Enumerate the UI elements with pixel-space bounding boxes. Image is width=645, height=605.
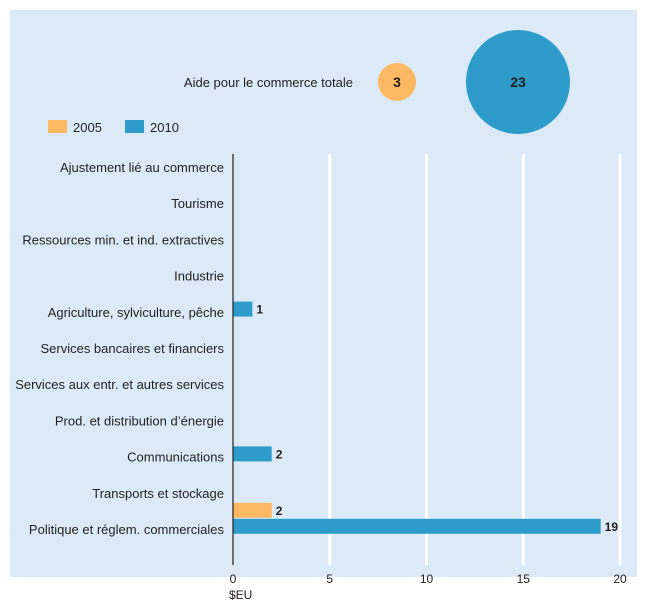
category-label: Services bancaires et financiers [40,341,224,356]
category-label: Services aux entr. et autres services [15,377,224,392]
summary-bubble-2010 [466,30,570,134]
data-label: 1 [256,303,263,317]
x-axis-label: $EU [229,588,252,602]
bar-2010 [233,518,601,534]
summary-value-2005: 3 [393,74,401,90]
category-label: Communications [127,450,224,465]
bar-2010 [233,446,272,462]
category-label: Prod. et distribution d’énergie [55,413,224,428]
summary-value-2010: 23 [510,74,526,90]
bars [233,301,601,534]
category-label: Agriculture, sylviculture, pêche [48,305,224,320]
legend-swatch-2010 [125,120,144,133]
x-tick-label: 5 [326,572,333,586]
summary-bubble-2005 [378,63,416,101]
legend-swatch-2005 [48,120,67,133]
bar-2005 [233,502,272,518]
x-tick-label: 15 [517,572,531,586]
summary-label: Aide pour le commerce totale [184,75,353,90]
x-tick-label: 20 [613,572,627,586]
category-label: Transports et stockage [92,486,224,501]
category-label: Ajustement lié au commerce [60,160,224,175]
gridlines [328,154,622,565]
data-label: 2 [276,504,283,518]
data-labels: 2 1 2 19 [256,303,618,534]
bar-2010 [233,301,253,317]
data-label: 2 [276,447,283,461]
category-label: Industrie [174,269,224,284]
x-tick-label: 10 [420,572,434,586]
category-labels: Ajustement lié au commerce Tourisme Ressou… [15,160,224,537]
category-label: Tourisme [171,196,224,211]
x-tick-labels: 0 5 10 15 20 [230,572,627,586]
legend-label-2005: 2005 [73,120,102,135]
category-label: Politique et réglem. commerciales [29,522,225,537]
data-label: 19 [605,520,619,534]
category-label: Ressources min. et ind. extractives [22,232,224,247]
legend-label-2010: 2010 [150,120,179,135]
x-tick-label: 0 [230,572,237,586]
